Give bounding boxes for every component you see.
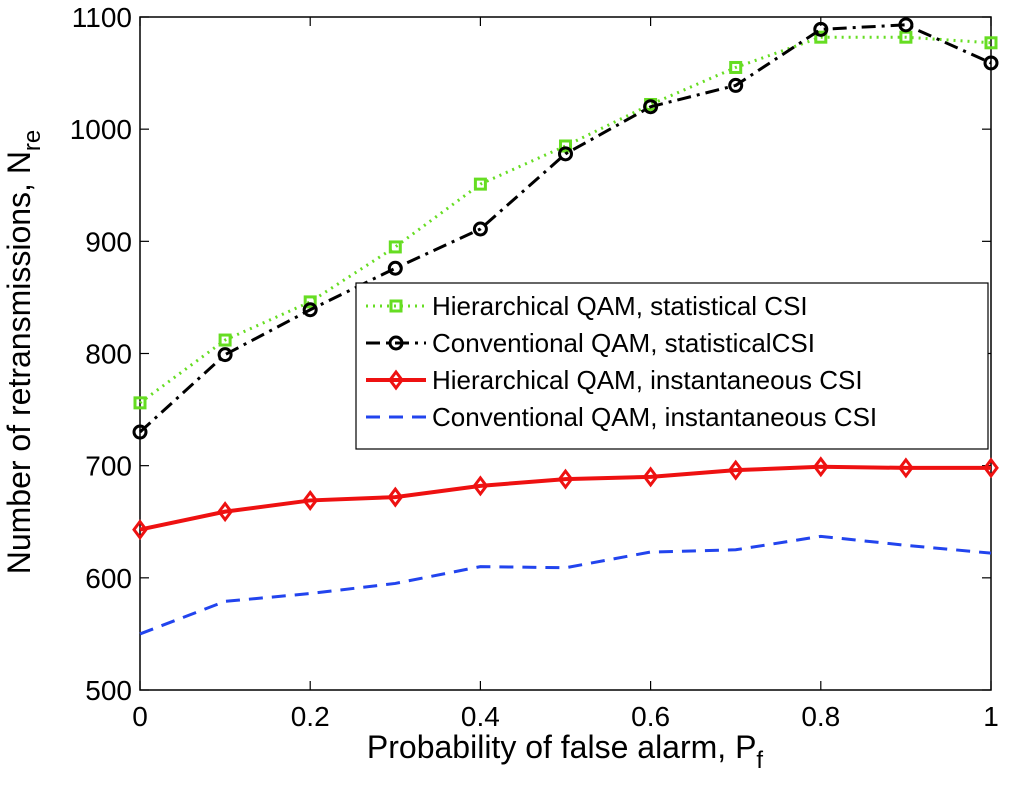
y-axis-label-subscript: re (19, 130, 46, 151)
legend-entry: Conventional QAM, instantaneous CSI (366, 402, 877, 432)
series-4 (139, 534, 992, 636)
y-tick-label: 900 (85, 226, 132, 257)
data-point (303, 295, 317, 309)
legend-box (355, 282, 989, 450)
legend-marker (389, 299, 403, 313)
x-tick-label: 0.2 (291, 701, 330, 732)
data-point (813, 21, 829, 37)
x-tick-label: 0.4 (461, 701, 500, 732)
y-tick-label: 500 (85, 675, 132, 706)
data-point (387, 260, 403, 276)
x-tick-label: 1 (983, 701, 999, 732)
x-axis-label-subscript: f (756, 747, 763, 774)
data-point (132, 424, 148, 440)
legend-label: Conventional QAM, statisticalCSI (432, 328, 815, 358)
data-point (473, 177, 487, 191)
data-point (472, 221, 488, 237)
data-point (984, 36, 998, 50)
series-line (139, 534, 992, 636)
data-point (727, 459, 744, 481)
ticks: 0 0.2 0.4 0.6 0.8 1 500 600 700 800 900 1000 1100 (70, 2, 999, 732)
data-point (472, 475, 489, 497)
data-point (132, 519, 148, 541)
y-tick-label: 700 (85, 451, 132, 482)
x-axis-label-main: Probability of false alarm, P (367, 729, 757, 765)
y-tick-label: 1100 (72, 2, 132, 33)
legend-entry: Hierarchical QAM, statistical CSI (366, 291, 808, 321)
series-1 (133, 30, 998, 410)
data-point (387, 486, 404, 508)
series-3 (132, 456, 999, 541)
legend: Hierarchical QAM, statistical CSI Convent… (355, 282, 989, 450)
legend-marker (388, 369, 404, 391)
series-line (138, 23, 992, 434)
data-point (217, 347, 233, 363)
y-tick-label: 1000 (70, 114, 132, 145)
data-point (812, 456, 829, 478)
data-point (898, 457, 914, 479)
data-point (217, 501, 233, 523)
data-point (642, 466, 659, 488)
data-point (898, 17, 914, 33)
data-point (729, 60, 743, 74)
data-point (728, 77, 744, 93)
data-point (814, 30, 828, 44)
x-tick-label: 0 (132, 701, 148, 732)
y-tick-label: 600 (85, 563, 132, 594)
data-point (643, 99, 659, 115)
data-point (133, 396, 147, 410)
legend-marker (388, 335, 404, 351)
series-line (139, 464, 991, 532)
series-line (139, 35, 992, 405)
data-point (983, 457, 999, 479)
data-point (388, 240, 402, 254)
series-2 (132, 17, 999, 440)
y-tick-label: 800 (85, 339, 132, 370)
series (132, 17, 999, 636)
x-axis-label: Probability of false alarm, Pf (367, 729, 764, 774)
legend-label: Conventional QAM, instantaneous CSI (432, 402, 877, 432)
legend-entry: Conventional QAM, statisticalCSI (366, 328, 815, 358)
legend-label: Hierarchical QAM, instantaneous CSI (432, 365, 863, 395)
legend-label: Hierarchical QAM, statistical CSI (432, 291, 808, 321)
data-point (559, 139, 572, 153)
y-axis-label-main: Number of retransmissions, N (1, 151, 37, 574)
legend-entry: Hierarchical QAM, instantaneous CSI (366, 365, 863, 395)
data-point (558, 146, 573, 162)
x-tick-label: 0.6 (631, 701, 670, 732)
data-point (557, 468, 574, 490)
data-point (983, 55, 999, 71)
y-axis-label: Number of retransmissions, Nre (1, 130, 46, 575)
x-tick-label: 0.8 (801, 701, 840, 732)
data-point (302, 489, 319, 511)
data-point (302, 302, 318, 318)
data-point (218, 333, 232, 347)
